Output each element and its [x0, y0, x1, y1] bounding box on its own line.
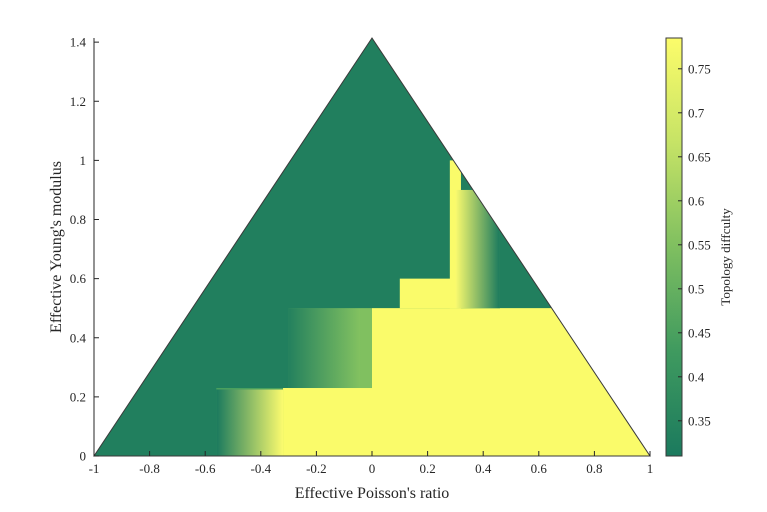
colorbar-tick-label: 0.5 [688, 281, 704, 296]
colorbar-tick-label: 0.55 [688, 237, 711, 252]
x-tick-label: 0.6 [531, 461, 548, 476]
y-axis: 0 0.2 0.4 0.6 0.8 1 1.2 1.4 [70, 35, 99, 464]
y-tick-label: 1.2 [70, 94, 86, 109]
y-tick-label: 0.2 [70, 389, 86, 404]
x-axis: -1 -0.8 -0.6 -0.4 -0.2 0 0.2 0.4 0.6 0.8 1 [89, 451, 654, 476]
colorbar-ticks: 0.35 0.4 0.45 0.5 0.55 0.6 0.65 0.7 0.75 [678, 61, 711, 428]
colorbar-tick-label: 0.6 [688, 193, 705, 208]
y-tick-label: 0 [80, 449, 87, 464]
x-tick-label: 0 [369, 461, 376, 476]
heatmap-area [94, 38, 650, 456]
x-tick-label: 0.8 [586, 461, 602, 476]
colorbar-tick-label: 0.7 [688, 105, 705, 120]
colorbar-tick-label: 0.4 [688, 369, 705, 384]
colorbar-label: Topology diffculty [718, 208, 733, 306]
x-tick-label: 1 [647, 461, 654, 476]
heatmap-transition [455, 189, 500, 309]
y-tick-label: 1 [80, 153, 87, 168]
x-tick-label: -1 [89, 461, 100, 476]
heatmap-region [399, 278, 456, 309]
heatmap-region [372, 308, 650, 456]
x-tick-label: -0.4 [251, 461, 272, 476]
y-tick-label: 0.8 [70, 212, 86, 227]
colorbar: 0.35 0.4 0.45 0.5 0.55 0.6 0.65 0.7 0.75 [665, 37, 711, 457]
colorbar-tick-label: 0.35 [688, 413, 711, 428]
x-tick-label: 0.2 [419, 461, 435, 476]
y-axis-label: Effective Young's modulus [48, 161, 65, 333]
y-tick-label: 0.4 [70, 330, 87, 345]
heatmap-transition [288, 308, 361, 389]
colorbar-tick-label: 0.65 [688, 149, 711, 164]
y-tick-label: 1.4 [70, 35, 87, 50]
y-tick-label: 0.6 [70, 271, 87, 286]
colorbar-tick-label: 0.45 [688, 325, 711, 340]
x-tick-label: -0.2 [306, 461, 327, 476]
colorbar-gradient [665, 37, 683, 457]
x-tick-label: -0.6 [195, 461, 216, 476]
x-tick-label: 0.4 [475, 461, 492, 476]
heatmap-transition [216, 389, 284, 456]
x-axis-label: Effective Poisson's ratio [295, 485, 450, 502]
x-tick-label: -0.8 [139, 461, 160, 476]
colorbar-tick-label: 0.75 [688, 61, 711, 76]
